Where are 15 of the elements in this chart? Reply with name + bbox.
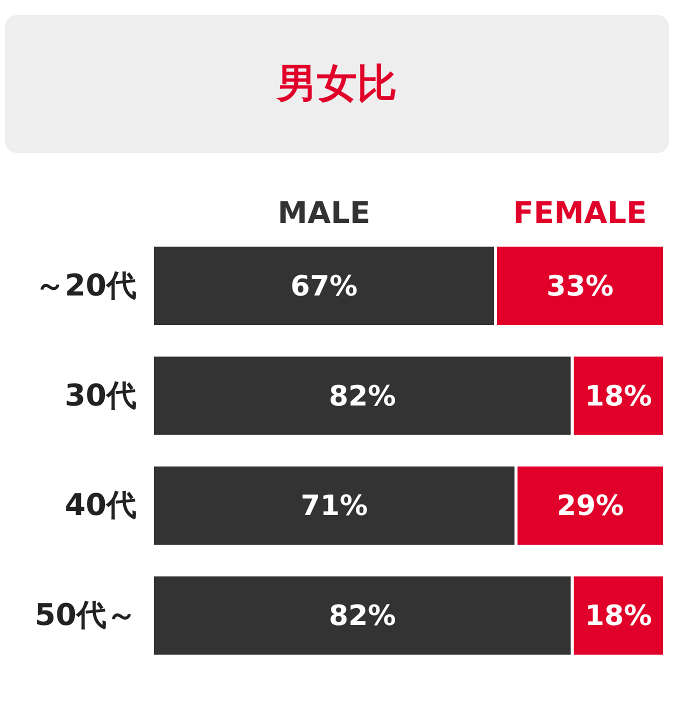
data-label: 82% [328, 379, 396, 412]
y-tick-label: 40代 [64, 488, 136, 524]
y-tick-label: 30代 [64, 378, 136, 414]
data-label: 18% [584, 379, 652, 412]
data-label: 33% [546, 269, 614, 302]
chart-title: 男女比 [5, 15, 669, 153]
data-label: 18% [584, 599, 652, 632]
y-tick-label: ～20代 [34, 268, 136, 304]
data-label: 82% [328, 599, 396, 632]
series-label: MALE [278, 196, 370, 231]
series-label: FEMALE [513, 196, 647, 231]
data-label: 29% [556, 489, 624, 522]
data-label: 67% [290, 269, 358, 302]
data-label: 71% [300, 489, 368, 522]
y-tick-label: 50代～ [34, 598, 136, 634]
